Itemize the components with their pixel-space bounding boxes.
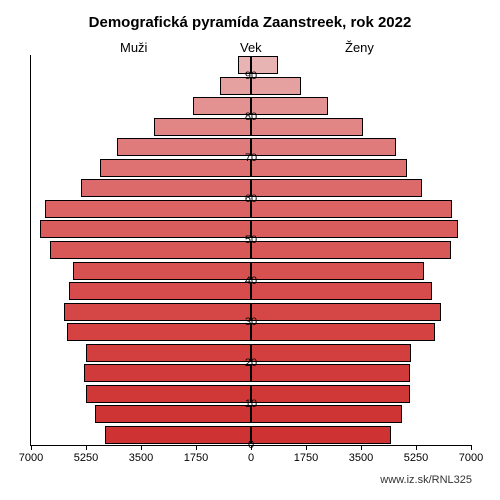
women-bar (251, 344, 411, 362)
women-label: Ženy (345, 40, 374, 55)
x-tick-label: 0 (248, 452, 254, 464)
men-bar (73, 262, 251, 280)
men-bar (84, 364, 251, 382)
x-tick (471, 445, 472, 450)
plot-area: 700052503500175001750350052507000 010203… (30, 55, 471, 446)
x-tick (361, 445, 362, 450)
y-tick-label: 90 (242, 70, 260, 82)
men-bar (45, 200, 251, 218)
men-bar (154, 118, 251, 136)
women-bar (251, 426, 391, 444)
men-bar (69, 282, 251, 300)
x-tick-label: 7000 (459, 452, 483, 464)
y-tick-label: 50 (242, 234, 260, 246)
x-tick-label: 3500 (349, 452, 373, 464)
women-bar (251, 159, 407, 177)
x-tick-label: 5250 (74, 452, 98, 464)
men-bar (86, 344, 251, 362)
y-tick-label: 80 (242, 111, 260, 123)
x-tick-label: 3500 (129, 452, 153, 464)
x-tick (306, 445, 307, 450)
women-bar (251, 303, 441, 321)
men-bar (81, 179, 251, 197)
women-bar (251, 138, 396, 156)
men-bars-container (31, 55, 251, 445)
women-bar (251, 405, 402, 423)
women-bar (251, 241, 451, 259)
men-bar (117, 138, 251, 156)
men-bar (64, 303, 251, 321)
women-bar (251, 323, 435, 341)
women-bar (251, 220, 458, 238)
chart-title: Demografická pyramída Zaanstreek, rok 20… (0, 14, 500, 31)
y-tick-label: 0 (245, 439, 257, 451)
y-tick-label: 30 (242, 316, 260, 328)
men-bar (100, 159, 251, 177)
women-bar (251, 200, 452, 218)
women-bar (251, 262, 424, 280)
x-tick (86, 445, 87, 450)
men-bar (40, 220, 251, 238)
x-tick (141, 445, 142, 450)
x-tick-label: 5250 (404, 452, 428, 464)
men-bar (67, 323, 251, 341)
y-tick-label: 10 (242, 398, 260, 410)
x-tick (31, 445, 32, 450)
x-tick (196, 445, 197, 450)
age-label: Vek (240, 40, 262, 55)
women-bar (251, 282, 432, 300)
x-tick-label: 1750 (294, 452, 318, 464)
y-tick-label: 70 (242, 152, 260, 164)
men-bar (86, 385, 251, 403)
y-tick-label: 20 (242, 357, 260, 369)
x-tick (416, 445, 417, 450)
y-tick-label: 40 (242, 275, 260, 287)
women-bar (251, 385, 410, 403)
men-bar (105, 426, 251, 444)
x-tick-label: 7000 (19, 452, 43, 464)
women-bars-container (251, 55, 471, 445)
women-bar (251, 97, 328, 115)
x-tick-label: 1750 (184, 452, 208, 464)
population-pyramid-chart: Demografická pyramída Zaanstreek, rok 20… (0, 0, 500, 500)
y-tick-label: 60 (242, 193, 260, 205)
women-bar (251, 118, 363, 136)
women-bar (251, 179, 422, 197)
men-bar (95, 405, 251, 423)
men-bar (50, 241, 251, 259)
men-label: Muži (120, 40, 147, 55)
source-url: www.iz.sk/RNL325 (380, 474, 472, 486)
women-bar (251, 364, 410, 382)
